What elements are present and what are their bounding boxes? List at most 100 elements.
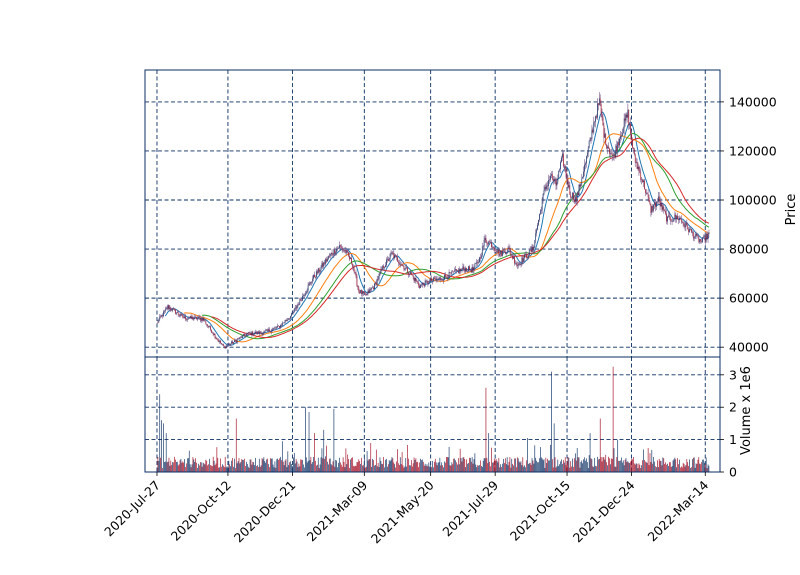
candle-body <box>583 171 584 178</box>
volume-bar <box>513 465 514 472</box>
candle-body <box>379 272 381 275</box>
candle-body <box>396 255 397 258</box>
volume-bar <box>453 458 455 472</box>
volume-bar <box>306 462 308 472</box>
volume-bar <box>390 459 392 472</box>
volume-bar <box>184 459 185 472</box>
candle-body <box>324 262 326 264</box>
candle-body <box>450 272 452 274</box>
candle-body <box>527 257 528 259</box>
candle-body <box>254 333 255 335</box>
candle-body <box>253 334 255 335</box>
candle-body <box>455 269 456 271</box>
volume-bar <box>506 457 508 472</box>
volume-bar <box>483 457 485 472</box>
candle-body <box>352 263 353 267</box>
candle-body <box>343 249 345 251</box>
candle-body <box>613 154 615 156</box>
candle-body <box>551 174 553 179</box>
volume-bar <box>187 458 189 472</box>
volume-bar <box>307 460 309 472</box>
candle-body <box>261 332 263 335</box>
volume-bar <box>277 458 279 472</box>
volume-bar <box>549 460 550 472</box>
volume-bar <box>542 460 544 472</box>
candle-body <box>406 267 408 268</box>
volume-bar <box>458 464 460 472</box>
volume-bar <box>428 462 430 472</box>
candle-body <box>586 152 588 157</box>
candle-body <box>514 256 515 264</box>
candle-body <box>346 250 348 253</box>
candle-body <box>463 266 465 269</box>
candle-body <box>680 219 682 222</box>
volume-bar <box>293 452 295 472</box>
candle-body <box>467 271 468 272</box>
volume-bar <box>626 462 628 472</box>
volume-bar <box>673 459 675 472</box>
candle-body <box>581 178 583 185</box>
volume-bar <box>404 466 406 472</box>
volume-bar <box>244 458 245 472</box>
volume-bar <box>615 466 617 472</box>
candle-body <box>170 307 172 310</box>
candle-body <box>384 267 385 269</box>
candle-body <box>702 237 703 242</box>
candle-body <box>447 277 449 279</box>
candle-body <box>158 319 160 323</box>
volume-bar <box>484 458 486 472</box>
candle-body <box>269 331 271 333</box>
candle-body <box>281 324 282 326</box>
candle-body <box>335 252 337 254</box>
volume-bar <box>564 457 566 472</box>
volume-bar <box>690 467 691 472</box>
volume-bar <box>431 466 432 472</box>
volume-bar <box>595 465 596 472</box>
candle-body <box>294 307 296 310</box>
candle-body <box>474 263 476 268</box>
volume-bar <box>434 461 435 472</box>
candle-body <box>547 185 549 187</box>
candle-body <box>375 282 377 285</box>
volume-bar <box>442 465 443 472</box>
candle-body <box>388 259 390 261</box>
volume-bar <box>311 463 313 472</box>
volume-bar <box>526 460 527 472</box>
volume-bar <box>353 466 355 472</box>
candle-body <box>404 268 406 270</box>
volume-bar <box>324 458 326 472</box>
candle-body <box>220 340 221 344</box>
candle-body <box>586 156 587 164</box>
candle-body <box>556 182 558 186</box>
volume-bar <box>321 448 323 472</box>
candle-body <box>660 202 662 207</box>
volume-bar <box>157 457 159 472</box>
volume-bar <box>621 457 622 472</box>
volume-bar <box>466 459 467 472</box>
candle-body <box>355 272 357 277</box>
candle-body <box>616 145 618 152</box>
price-tick-label: 120000 <box>729 143 777 158</box>
volume-bar <box>505 464 507 472</box>
candle-body <box>520 264 522 265</box>
volume-bar <box>288 465 290 472</box>
candle-body <box>565 169 567 178</box>
volume-bar <box>414 459 416 472</box>
candle-body <box>425 280 427 282</box>
candle-body <box>677 215 678 220</box>
volume-bar <box>708 465 710 472</box>
candle-body <box>204 320 206 322</box>
candle-body <box>258 331 259 334</box>
volume-bar <box>201 466 203 472</box>
candle-body <box>203 318 205 321</box>
volume-bar <box>441 462 443 472</box>
volume-bar <box>400 464 402 472</box>
candle-body <box>213 333 215 335</box>
candle-body <box>312 278 314 282</box>
candle-body <box>451 270 453 274</box>
volume-bar <box>476 467 478 472</box>
volume-bar <box>437 462 439 472</box>
volume-bar <box>647 447 649 472</box>
volume-bar <box>398 463 399 472</box>
candle-body <box>662 206 664 210</box>
